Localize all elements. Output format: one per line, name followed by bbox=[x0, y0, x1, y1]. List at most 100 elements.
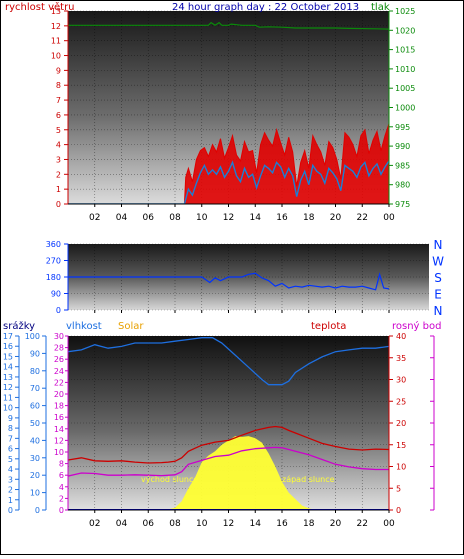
direction-series-layer bbox=[68, 272, 390, 291]
wind-axes: 0123456789101112139759809859909951000100… bbox=[51, 7, 416, 223]
pressure-ytick-label: 1025 bbox=[395, 7, 415, 16]
dewpoint-ytick-label: 24 bbox=[54, 367, 64, 376]
wind-ytick-label: 9 bbox=[56, 66, 61, 75]
climate-xtick-label: 02 bbox=[89, 519, 100, 529]
temperature-ytick-label: 30 bbox=[396, 376, 406, 385]
temperature-ytick-label: 40 bbox=[396, 332, 406, 341]
wind-xtick-label: 20 bbox=[330, 213, 342, 223]
humidity-ytick-label: 90 bbox=[30, 349, 40, 358]
pressure-ytick-label: 1020 bbox=[395, 26, 415, 35]
dewpoint-ytick-label: 30 bbox=[54, 332, 64, 341]
wind-xtick-label: 06 bbox=[143, 213, 155, 223]
wind-xtick-label: 10 bbox=[196, 213, 208, 223]
direction-axes: 0 N 90 E 180 S 270 W 360 N bbox=[46, 238, 444, 318]
wind-ytick-label: 8 bbox=[56, 81, 61, 90]
sunrise-annotation: východ slunce bbox=[141, 475, 198, 484]
pressure-ytick-label: 1015 bbox=[395, 46, 415, 55]
wind-xtick-label: 16 bbox=[276, 213, 288, 223]
humidity-ytick-label: 0 bbox=[35, 506, 40, 515]
wind-ytick-label: 12 bbox=[51, 22, 61, 31]
temperature-ytick-label: 35 bbox=[396, 354, 406, 363]
dewpoint-ytick-label: 6 bbox=[59, 471, 64, 480]
humidity-ytick-label: 100 bbox=[25, 332, 40, 341]
climate-xtick-label: 10 bbox=[196, 519, 208, 529]
pressure-ytick-label: 990 bbox=[395, 142, 410, 151]
chart-title: 24 hour graph day : 22 October 2013 bbox=[172, 2, 359, 13]
sunset-annotation: západ slunce bbox=[282, 475, 335, 484]
humidity-ytick-label: 40 bbox=[30, 436, 40, 445]
dewpoint-ytick-label: 22 bbox=[54, 378, 64, 387]
direction-ytick-label: 180 bbox=[46, 273, 61, 282]
wind-xtick-label: 22 bbox=[357, 213, 368, 223]
humidity-ytick-label: 70 bbox=[30, 384, 40, 393]
compass-label: S bbox=[434, 271, 442, 285]
pressure-ytick-label: 980 bbox=[395, 181, 410, 190]
wind-xtick-label: 18 bbox=[303, 213, 315, 223]
rain-ytick-label: 8 bbox=[8, 424, 13, 433]
dewpoint-ytick-label: 8 bbox=[59, 460, 64, 469]
pressure-ytick-label: 995 bbox=[395, 123, 410, 132]
temperature-ytick-label: 0 bbox=[396, 506, 401, 515]
wind-xtick-label: 08 bbox=[169, 213, 181, 223]
dewpoint-ytick-label: 4 bbox=[59, 483, 64, 492]
humidity-ytick-label: 20 bbox=[30, 471, 40, 480]
climate-xtick-label: 20 bbox=[330, 519, 342, 529]
wind-xtick-label: 12 bbox=[223, 213, 234, 223]
climate-xtick-label: 06 bbox=[143, 519, 155, 529]
temperature-ytick-label: 15 bbox=[396, 441, 406, 450]
dewpoint-ytick-label: 16 bbox=[54, 413, 64, 422]
pressure-ytick-label: 985 bbox=[395, 161, 410, 170]
climate-xtick-label: 22 bbox=[357, 519, 368, 529]
wind-series-layer bbox=[68, 21, 389, 204]
rain-ytick-label: 13 bbox=[3, 373, 13, 382]
rain-ytick-label: 10 bbox=[3, 404, 13, 413]
pressure-ytick-label: 975 bbox=[395, 200, 410, 209]
climate-grid bbox=[68, 335, 390, 511]
dewpoint-ytick-label: 12 bbox=[54, 436, 64, 445]
wind-xtick-label: 14 bbox=[250, 213, 262, 223]
direction-line bbox=[68, 272, 390, 291]
rain-ytick-label: 17 bbox=[3, 332, 13, 341]
wind-ytick-label: 4 bbox=[56, 141, 61, 150]
rain-ytick-label: 0 bbox=[8, 506, 13, 515]
wind-ytick-label: 6 bbox=[56, 111, 61, 120]
climate-series-layer bbox=[68, 337, 389, 510]
wind-average-line bbox=[68, 160, 389, 204]
temperature-ytick-label: 5 bbox=[396, 484, 401, 493]
dewpoint-line bbox=[68, 446, 389, 477]
wind-xtick-label: 00 bbox=[383, 213, 395, 223]
compass-label: N bbox=[434, 238, 443, 252]
temperature-ytick-label: 20 bbox=[396, 419, 406, 428]
humidity-ytick-label: 30 bbox=[30, 454, 40, 463]
wind-ytick-label: 3 bbox=[56, 155, 61, 164]
rain-ytick-label: 5 bbox=[8, 455, 13, 464]
rain-ytick-label: 15 bbox=[3, 352, 13, 361]
rain-ytick-label: 14 bbox=[3, 363, 13, 372]
rain-ytick-label: 3 bbox=[8, 475, 13, 484]
temperature-ytick-label: 10 bbox=[396, 463, 406, 472]
wind-ytick-label: 11 bbox=[51, 37, 61, 46]
compass-label: E bbox=[434, 288, 442, 302]
direction-ytick-label: 360 bbox=[46, 240, 61, 249]
dewpoint-ytick-label: 14 bbox=[54, 425, 64, 434]
dewpoint-ytick-label: 26 bbox=[54, 355, 64, 364]
wind-speed-label: rychlost větru bbox=[5, 1, 75, 13]
pressure-label: tlak bbox=[371, 2, 390, 13]
climate-xtick-label: 12 bbox=[223, 519, 234, 529]
wind-ytick-label: 7 bbox=[56, 96, 61, 105]
climate-xtick-label: 00 bbox=[383, 519, 395, 529]
compass-label: W bbox=[432, 255, 444, 269]
rain-ytick-label: 16 bbox=[3, 342, 13, 351]
humidity-ytick-label: 60 bbox=[30, 402, 40, 411]
rain-ytick-label: 7 bbox=[8, 434, 13, 443]
pressure-ytick-label: 1000 bbox=[395, 104, 415, 113]
climate-xtick-label: 04 bbox=[116, 519, 128, 529]
climate-xtick-label: 16 bbox=[276, 519, 288, 529]
humidity-ytick-label: 10 bbox=[30, 489, 40, 498]
dewpoint-label: rosný bod bbox=[392, 320, 441, 332]
dewpoint-ytick-label: 2 bbox=[59, 494, 64, 503]
humidity-ytick-label: 80 bbox=[30, 367, 40, 376]
direction-ytick-label: 90 bbox=[51, 290, 61, 299]
